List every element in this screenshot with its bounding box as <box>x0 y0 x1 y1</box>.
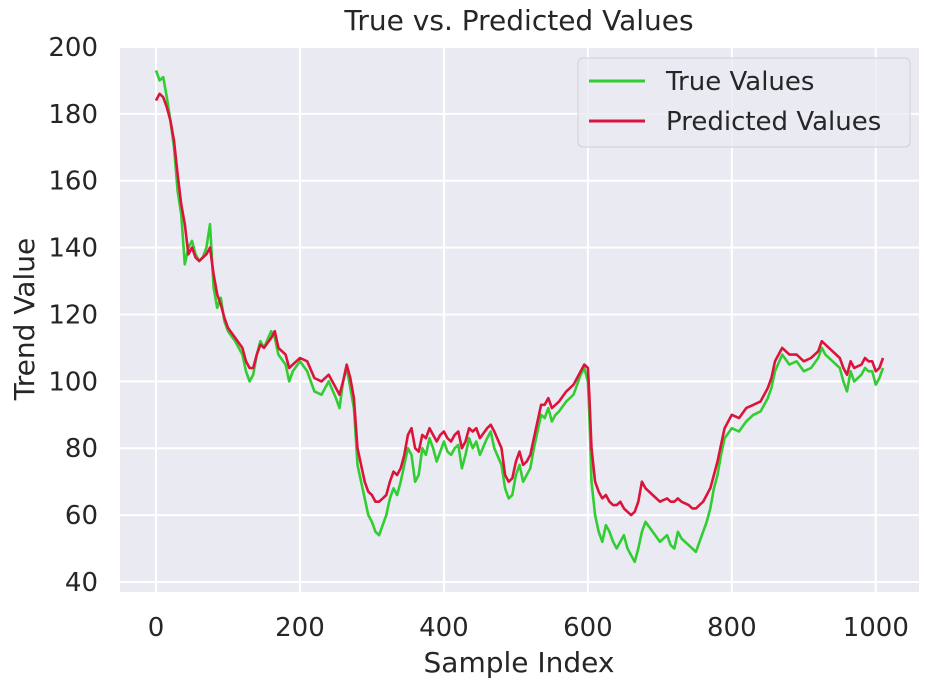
y-axis-label: Trend Value <box>8 238 41 401</box>
legend-label-true: True Values <box>665 67 814 97</box>
x-tick-label: 800 <box>707 613 757 643</box>
series-line-predicted-values <box>154 92 885 517</box>
legend-box <box>577 57 911 148</box>
x-tick-label: 1000 <box>843 613 909 643</box>
legend-label-predicted: Predicted Values <box>666 107 881 137</box>
x-tick-label: 600 <box>563 613 613 643</box>
x-tick-label: 400 <box>419 613 469 643</box>
y-tick-label: 80 <box>65 434 98 464</box>
y-tick-label: 140 <box>48 234 98 264</box>
chart-title: True vs. Predicted Values <box>343 4 693 37</box>
y-axis-ticks: 40 60 80 100 120 140 160 180 200 <box>48 33 98 598</box>
x-tick-label: 0 <box>148 613 165 643</box>
y-tick-label: 120 <box>48 300 98 330</box>
y-tick-label: 160 <box>48 167 98 197</box>
x-axis-ticks: 0 200 400 600 800 1000 <box>148 613 909 643</box>
y-tick-label: 100 <box>48 367 98 397</box>
x-axis-label: Sample Index <box>424 646 615 679</box>
y-tick-label: 200 <box>48 33 98 63</box>
y-tick-label: 60 <box>65 501 98 531</box>
series-lines <box>154 69 885 564</box>
x-tick-label: 200 <box>275 613 325 643</box>
y-tick-label: 40 <box>65 568 98 598</box>
series-line-true-values <box>154 69 885 564</box>
legend: True Values Predicted Values <box>577 57 911 148</box>
y-tick-label: 180 <box>48 100 98 130</box>
